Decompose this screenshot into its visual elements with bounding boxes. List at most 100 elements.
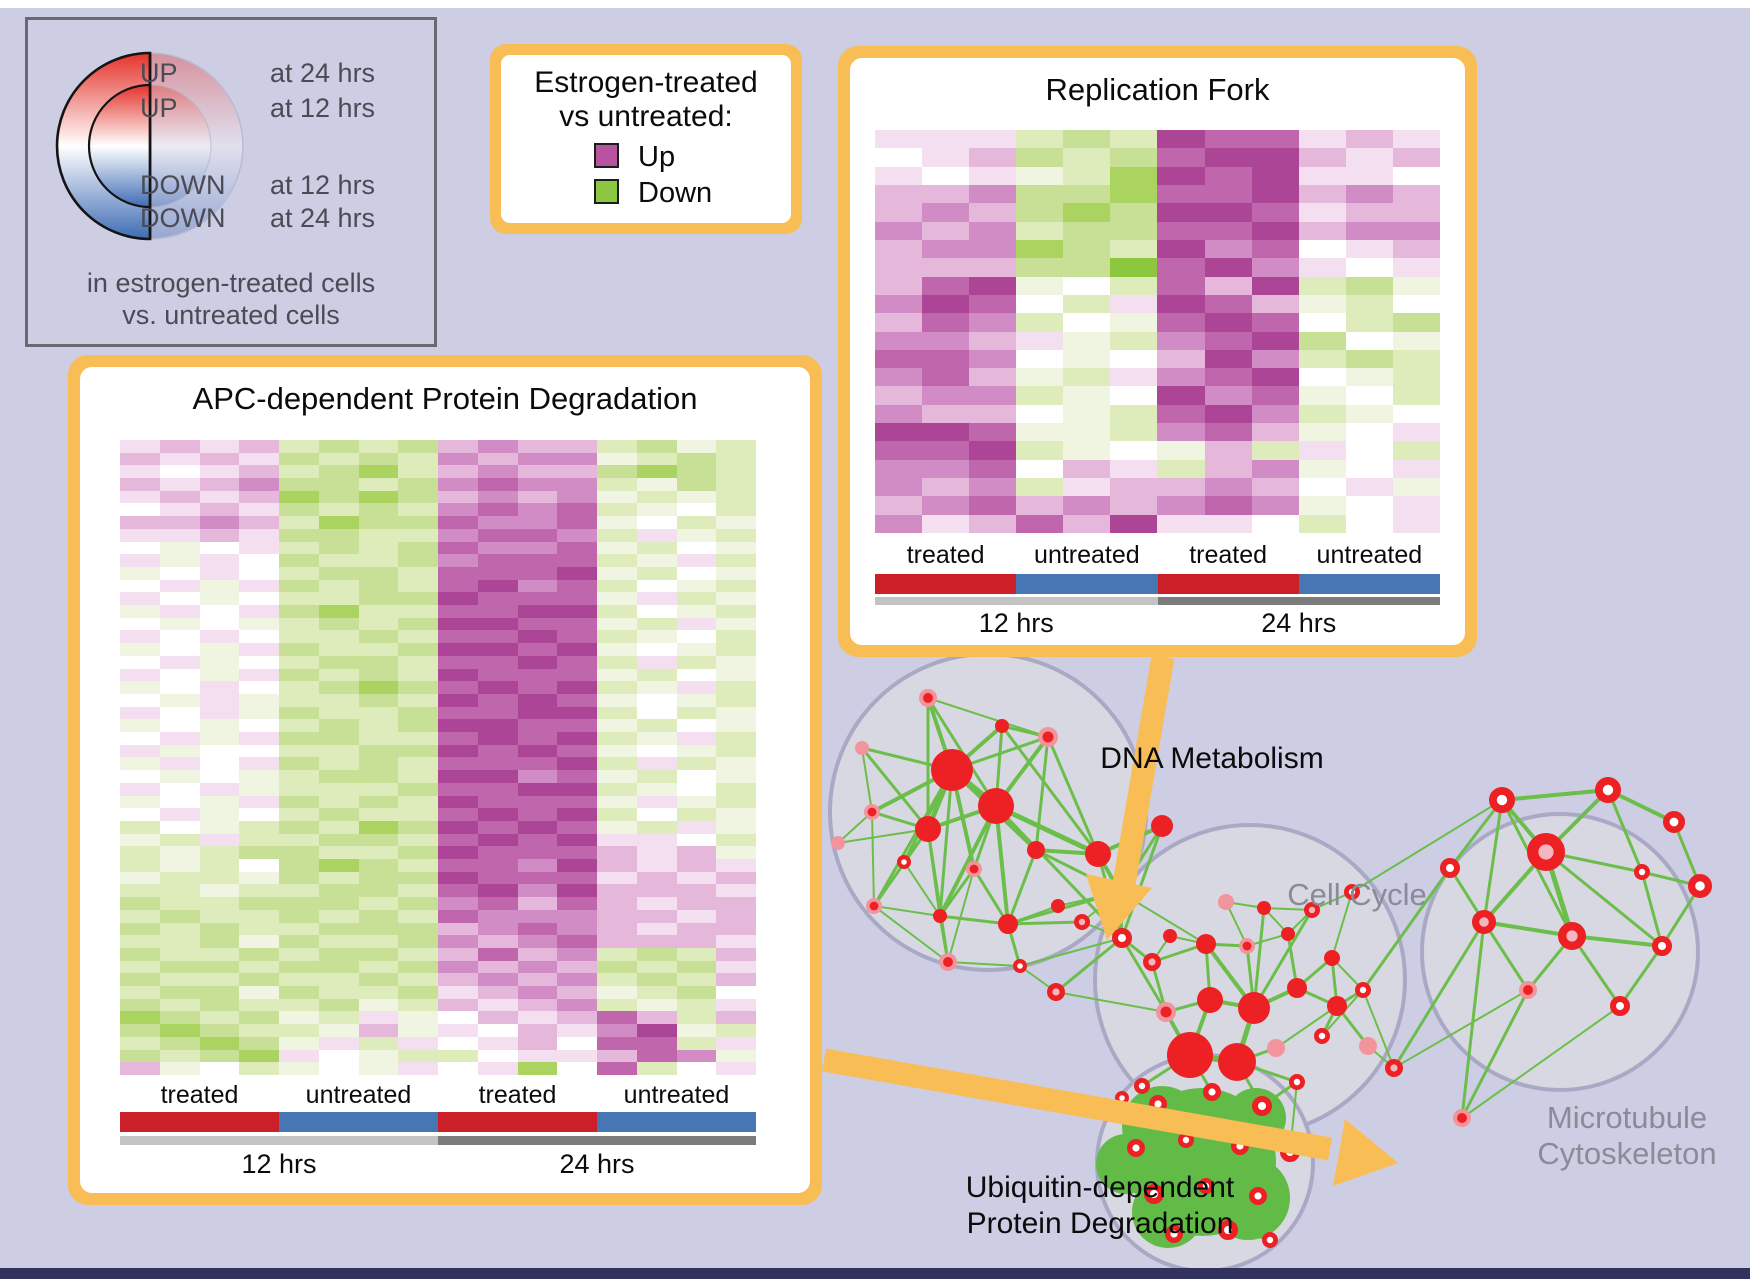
heatmap-cell — [1204, 239, 1252, 259]
heatmap-cell — [597, 452, 637, 466]
heatmap-cell — [557, 503, 597, 517]
heatmap-cell — [716, 744, 756, 758]
heatmap-cell — [279, 884, 319, 898]
heatmap-cell — [597, 719, 637, 733]
heatmap-cell — [438, 478, 478, 491]
heatmap-cell — [239, 909, 279, 923]
heatmap-cell — [922, 441, 970, 460]
heatmap-cell — [358, 871, 399, 885]
heatmap-cell — [1204, 459, 1252, 479]
heatmap-cell — [1063, 496, 1111, 515]
heatmap-cell — [279, 998, 319, 1012]
heatmap-cell — [716, 681, 756, 694]
heatmap-cell — [716, 935, 756, 948]
heatmap-cell — [318, 554, 359, 567]
gene-node-ring — [1252, 1096, 1272, 1116]
heatmap-cell — [1392, 184, 1440, 204]
heatmap-cell — [398, 516, 438, 529]
heatmap-cell — [318, 1036, 359, 1050]
heatmap-cell — [1298, 184, 1346, 204]
heatmap-cell — [1251, 166, 1299, 185]
heatmap-cell — [477, 884, 518, 898]
heatmap-cell — [557, 452, 597, 466]
heatmap-cell — [517, 681, 558, 694]
gene-node — [969, 864, 979, 874]
gene-node — [1042, 731, 1054, 743]
heatmap-cell — [318, 528, 359, 542]
network-edge — [939, 914, 1009, 926]
heatmap-cell — [1063, 221, 1111, 240]
heatmap-cell — [557, 935, 597, 948]
heatmap-cell — [239, 503, 279, 517]
heatmap-cell — [398, 1062, 438, 1075]
heatmap-cell — [636, 605, 677, 618]
heatmap-cell — [279, 452, 319, 466]
heatmap-cell — [1392, 294, 1440, 314]
heatmap-cell — [239, 808, 279, 821]
heatmap-cell — [676, 668, 717, 682]
heatmap-cell — [1204, 148, 1252, 167]
heatmap-cell — [398, 478, 438, 491]
heatmap-cell — [716, 503, 756, 517]
heatmap-cell — [199, 1036, 240, 1050]
heatmap-cell — [358, 528, 399, 542]
heatmap-cell — [438, 947, 478, 961]
heatmap-cell — [1157, 459, 1205, 479]
heatmap-cell — [1251, 203, 1299, 222]
heatmap-cell — [636, 795, 677, 809]
heatmap-cell — [1392, 276, 1440, 295]
gene-node — [933, 909, 947, 923]
heatmap-cell — [1063, 404, 1111, 424]
heatmap-cell — [438, 592, 478, 606]
group-label: treated — [478, 1081, 557, 1109]
heatmap-cell — [120, 1036, 160, 1050]
heatmap-cell — [199, 770, 240, 783]
treated-bar — [875, 574, 1017, 594]
heatmap-cell — [318, 503, 359, 517]
gene-node-ring — [1526, 833, 1565, 872]
heatmap-cell — [438, 719, 478, 733]
heatmap-cell — [1063, 368, 1111, 387]
heatmap-cell — [1392, 423, 1440, 442]
heatmap-cell — [1063, 184, 1111, 204]
heatmap-cell — [398, 820, 438, 834]
heatmap-cell — [557, 681, 597, 694]
heatmap-cell — [477, 655, 518, 669]
heatmap-cell — [636, 706, 677, 720]
legend-time: at 12 hrs — [270, 93, 376, 123]
heatmap-cell — [1392, 441, 1440, 460]
heatmap-cell — [239, 935, 279, 948]
heatmap-cell — [597, 579, 637, 593]
heatmap-cell — [875, 459, 923, 479]
heatmap-cell — [1016, 386, 1064, 405]
heatmap-cell — [477, 1049, 518, 1063]
heatmap-cell — [318, 782, 359, 796]
heatmap-cell — [517, 935, 558, 948]
heatmap-cell — [636, 528, 677, 542]
gene-node-ring — [1262, 1232, 1279, 1249]
heatmap-cell — [398, 617, 438, 631]
heatmap-cell — [676, 630, 717, 644]
heatmap-cell — [279, 706, 319, 720]
heatmap-cell — [120, 566, 160, 580]
heatmap-cell — [358, 859, 399, 872]
heatmap-cell — [557, 795, 597, 809]
heatmap-cell — [358, 1024, 399, 1037]
heatmap-cell — [1204, 294, 1252, 314]
heatmap-cell — [239, 757, 279, 771]
heatmap-cell — [597, 770, 637, 783]
heatmap-cell — [1345, 441, 1393, 460]
heatmap-cell — [120, 706, 160, 720]
network-edge — [927, 697, 1049, 738]
heatmap-cell — [159, 757, 200, 771]
heatmap-cell — [199, 490, 240, 504]
heatmap-cell — [318, 706, 359, 720]
updown-legend-title-line2: vs untreated: — [559, 100, 733, 133]
heatmap-cell — [120, 770, 160, 783]
heatmap-cell — [1392, 386, 1440, 405]
heatmap-cell — [1016, 349, 1064, 369]
heatmap-cell — [676, 859, 717, 872]
heatmap-cell — [438, 617, 478, 631]
heatmap-cell — [676, 998, 717, 1012]
heatmap-cell — [1157, 166, 1205, 185]
